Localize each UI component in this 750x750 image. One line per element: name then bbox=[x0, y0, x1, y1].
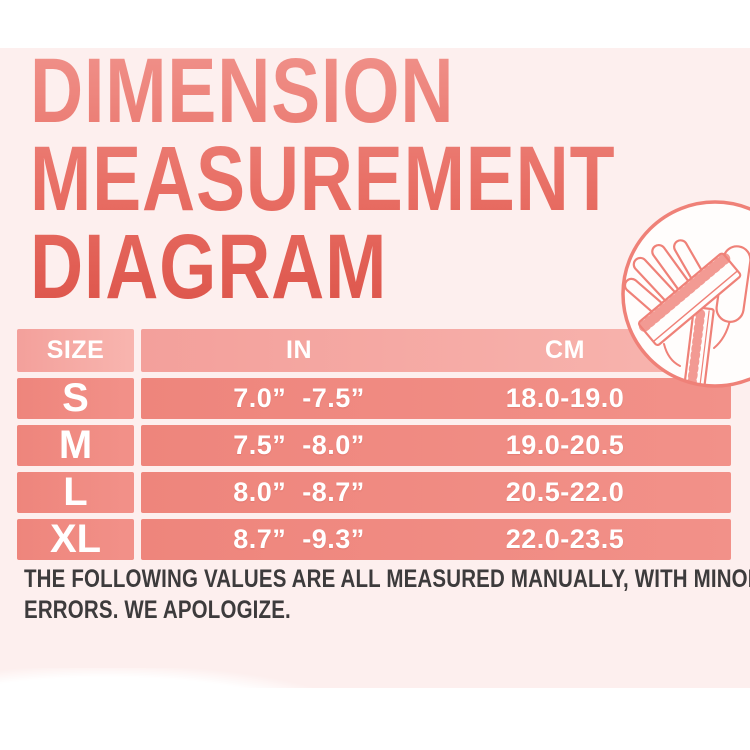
size-cell: S bbox=[17, 378, 134, 419]
cm-value: 18.0-19.0 bbox=[505, 383, 625, 413]
in-value: 8.7” -9.3” bbox=[233, 524, 365, 554]
size-value: XL bbox=[49, 517, 102, 561]
in-cell: 7.5” -8.0” bbox=[141, 425, 457, 466]
size-value: L bbox=[63, 470, 88, 514]
wrist-line-right bbox=[713, 319, 731, 349]
title-line-3: DIAGRAM bbox=[30, 216, 388, 318]
cm-cell: 22.0-23.5 bbox=[457, 519, 673, 560]
hand-measurement-illustration bbox=[621, 200, 750, 388]
table-row-s: S 7.0” -7.5” 18.0-19.0 bbox=[17, 378, 731, 419]
cm-value: 20.5-22.0 bbox=[505, 477, 625, 507]
size-cell: XL bbox=[17, 519, 134, 560]
measuring-tape-icon bbox=[638, 252, 742, 347]
disclaimer-line-2: ERRORS. WE APOLOGIZE. bbox=[24, 596, 291, 624]
table-row-l: L 8.0” -8.7” 20.5-22.0 bbox=[17, 472, 731, 513]
in-cell: 7.0” -7.5” bbox=[141, 378, 457, 419]
in-cell: 8.7” -9.3” bbox=[141, 519, 457, 560]
size-cell: M bbox=[17, 425, 134, 466]
header-in-label: IN bbox=[286, 336, 312, 364]
header-size-cell: SIZE bbox=[17, 329, 134, 372]
size-value: S bbox=[62, 376, 89, 420]
row-band: 8.7” -9.3” 22.0-23.5 bbox=[141, 519, 731, 560]
measuring-tape-tail bbox=[683, 306, 715, 386]
in-value: 7.5” -8.0” bbox=[233, 430, 365, 460]
table-row-xl: XL 8.7” -9.3” 22.0-23.5 bbox=[17, 519, 731, 560]
in-value: 8.0” -8.7” bbox=[233, 477, 365, 507]
row-spacer bbox=[673, 472, 731, 513]
row-spacer bbox=[673, 425, 731, 466]
circle-rim bbox=[621, 200, 750, 388]
title-line-2: MEASUREMENT bbox=[30, 128, 616, 230]
cm-cell: 20.5-22.0 bbox=[457, 472, 673, 513]
hand-icon bbox=[623, 239, 704, 315]
page-title: DIMENSION MEASUREMENT DIAGRAM bbox=[30, 47, 615, 311]
cm-value: 22.0-23.5 bbox=[505, 524, 625, 554]
disclaimer-line-1: THE FOLLOWING VALUES ARE ALL MEASURED MA… bbox=[24, 565, 750, 593]
header-size-label: SIZE bbox=[46, 336, 105, 364]
background-fade bbox=[0, 668, 360, 728]
row-band: 7.0” -7.5” 18.0-19.0 bbox=[141, 378, 731, 419]
header-in-cell: IN bbox=[141, 329, 457, 372]
title-line-1: DIMENSION bbox=[30, 40, 455, 142]
cm-value: 19.0-20.5 bbox=[505, 430, 625, 460]
table-row-m: M 7.5” -8.0” 19.0-20.5 bbox=[17, 425, 731, 466]
size-value: M bbox=[58, 423, 93, 467]
row-band: 8.0” -8.7” 20.5-22.0 bbox=[141, 472, 731, 513]
in-value: 7.0” -7.5” bbox=[233, 383, 365, 413]
wrist-line-left bbox=[663, 343, 681, 367]
cm-cell: 18.0-19.0 bbox=[457, 378, 673, 419]
row-band: 7.5” -8.0” 19.0-20.5 bbox=[141, 425, 731, 466]
in-cell: 8.0” -8.7” bbox=[141, 472, 457, 513]
cm-cell: 19.0-20.5 bbox=[457, 425, 673, 466]
header-cm-cell: CM bbox=[457, 329, 673, 372]
header-cm-label: CM bbox=[545, 336, 585, 364]
size-cell: L bbox=[17, 472, 134, 513]
row-spacer bbox=[673, 519, 731, 560]
disclaimer-text: THE FOLLOWING VALUES ARE ALL MEASURED MA… bbox=[24, 564, 750, 626]
